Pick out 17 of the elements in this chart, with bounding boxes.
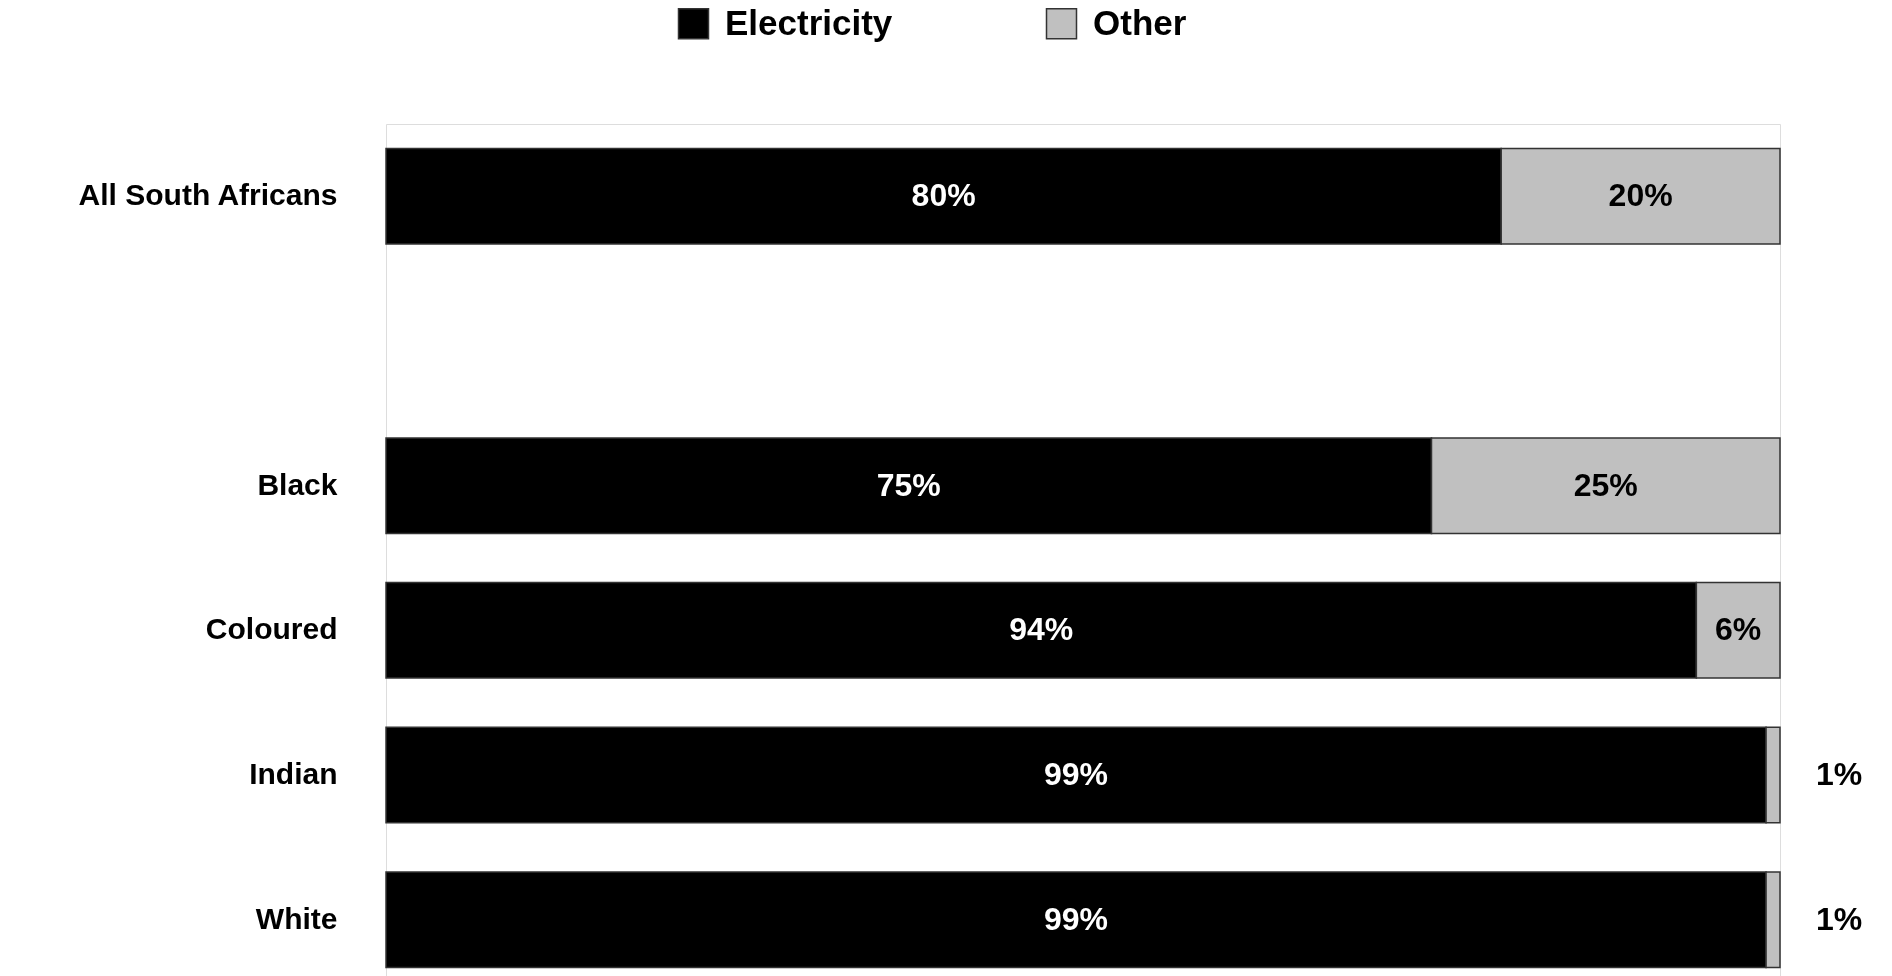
data-label: 80%: [911, 177, 976, 214]
y-tick-label: Black: [257, 467, 338, 501]
legend-label: Other: [1093, 2, 1187, 42]
data-label: 1%: [1816, 756, 1863, 792]
data-label: 6%: [1715, 611, 1762, 648]
data-label: 20%: [1608, 177, 1673, 214]
data-label: 94%: [1009, 611, 1074, 648]
data-label: 99%: [1044, 756, 1109, 792]
data-label: 75%: [876, 466, 941, 503]
y-tick-label: Coloured: [205, 612, 338, 646]
data-label: 25%: [1573, 466, 1638, 503]
data-label: 99%: [1044, 900, 1109, 937]
y-tick-label: Indian: [249, 757, 338, 790]
data-label: 1%: [1816, 900, 1863, 937]
legend-label: Electricity: [725, 2, 893, 42]
y-tick-label: All South Africans: [78, 178, 338, 212]
y-tick-label: White: [255, 901, 338, 935]
